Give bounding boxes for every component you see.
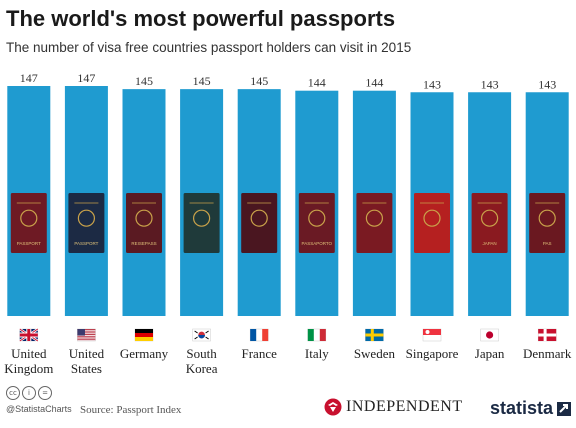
passport-icon [529, 193, 566, 253]
passport-emblem-icon [135, 209, 153, 227]
chart-title: The world's most powerful passports [6, 6, 396, 31]
chart-subtitle: The number of visa free countries passpo… [6, 40, 412, 55]
passport-icon [10, 193, 47, 253]
passport-emblem-icon [481, 209, 499, 227]
flag-it-icon [307, 328, 327, 342]
category-label: South [186, 346, 217, 361]
statista-logo: statista [490, 398, 572, 419]
flag-se-icon [365, 328, 384, 342]
category-label: States [71, 361, 102, 376]
category-label: Singapore [406, 346, 459, 361]
flag-fr-icon [249, 328, 269, 342]
category-label: Germany [120, 346, 169, 361]
flag-uk-icon [19, 327, 39, 343]
category-label: France [242, 346, 278, 361]
independent-wordmark: INDEPENDENT [346, 398, 463, 415]
passport-text: PASSAPORTO [302, 241, 333, 246]
value-label: 147 [77, 71, 95, 85]
passport-icon [356, 193, 393, 253]
category-label: Kingdom [4, 361, 53, 376]
category-label: United [11, 346, 47, 361]
passport-text: PASSPORT [17, 241, 41, 246]
passport-icon [471, 193, 508, 253]
value-label: 143 [423, 77, 441, 91]
passport-emblem-icon [250, 209, 268, 227]
value-label: 145 [193, 74, 211, 88]
passport-text: PAS [543, 241, 552, 246]
category-label: Sweden [354, 346, 396, 361]
value-label: 144 [308, 76, 326, 90]
cc-icon: cc [6, 386, 20, 400]
passport-text: JAPAN [483, 241, 497, 246]
statista-mark-icon [557, 401, 572, 416]
passport-emblem-icon [77, 209, 96, 227]
value-label: 147 [20, 71, 38, 85]
category-label: Italy [305, 346, 329, 361]
category-label: Korea [186, 361, 218, 376]
passport-icon [414, 193, 450, 253]
value-label: 144 [365, 76, 383, 90]
passport-icon [241, 193, 278, 253]
passport-text: REISEPASS [131, 241, 156, 246]
independent-logo: INDEPENDENT [324, 398, 463, 416]
passport-emblem-icon [20, 209, 38, 227]
category-label: Japan [475, 346, 505, 361]
statista-wordmark: statista [490, 398, 554, 418]
source-note: Source: Passport Index [80, 404, 182, 416]
flag-de-icon [134, 328, 154, 342]
value-label: 145 [250, 74, 268, 88]
passport-icon [68, 193, 105, 253]
passport-emblem-icon [423, 209, 441, 227]
passport-emblem-icon [538, 209, 556, 227]
passport-icon [183, 193, 220, 253]
value-label: 145 [135, 74, 153, 88]
flag-kr-icon [192, 328, 211, 342]
value-label: 143 [538, 77, 556, 91]
no-derivatives-icon: = [38, 386, 52, 400]
passport-text: PASSPORT [74, 241, 98, 246]
category-label: United [69, 346, 105, 361]
passport-emblem-icon [365, 209, 383, 227]
statista-handle: @StatistaCharts [6, 404, 72, 414]
passport-emblem-icon [193, 209, 211, 227]
passport-emblem-icon [308, 209, 326, 227]
value-label: 143 [481, 77, 499, 91]
flag-us-icon [77, 328, 96, 342]
creative-commons-icons: cc i = [6, 386, 52, 400]
attribution-icon: i [22, 386, 36, 400]
passport-icon [126, 193, 162, 253]
flag-dk-icon [537, 328, 557, 342]
flag-sg-icon [422, 328, 442, 342]
category-label: Denmark [523, 346, 572, 361]
flag-jp-icon [480, 328, 499, 342]
bar-chart: 147PASSPORTUnitedKingdom147PASSPORTUnite… [4, 71, 572, 376]
eagle-icon [324, 398, 342, 416]
passport-icon [298, 193, 335, 253]
